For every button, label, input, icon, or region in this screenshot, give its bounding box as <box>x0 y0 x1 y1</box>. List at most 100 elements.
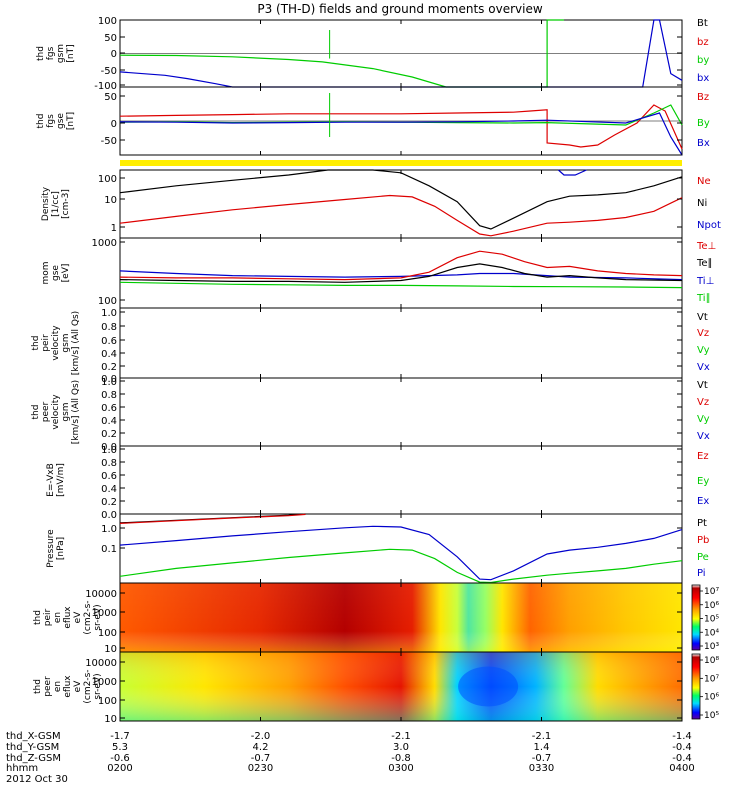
panel-8: 1.0 0.1 Pressure [nPa] Pt Pb Pe Pi <box>46 513 709 584</box>
colorbar <box>691 584 701 651</box>
legend-by: by <box>697 55 709 66</box>
data-gap-band <box>120 160 682 166</box>
ylabel: thd <box>33 679 43 694</box>
ephemeris-value: 0230 <box>248 763 273 774</box>
ylabel: peer <box>43 676 53 697</box>
ephemeris-value: 0330 <box>529 763 554 774</box>
ytick-label: 10 <box>104 644 117 655</box>
ytick-label: 0.0 <box>101 442 117 453</box>
panel-3: 100 10 1 Density [1/cc] [cm-3] Ne Ni Npot <box>41 169 721 239</box>
colorbar-tick-label: 10⁸ <box>704 656 719 666</box>
ylabel: [1/cc] <box>51 191 61 217</box>
ylabel: gsm <box>56 44 66 63</box>
ytick-label: 0.0 <box>101 510 117 521</box>
ytick-label: 10000 <box>85 658 117 669</box>
colorbar-tick-label: 10⁴ <box>704 628 719 638</box>
ephemeris-value: -0.7 <box>251 753 271 764</box>
legend-Bz: Bz <box>697 92 709 103</box>
ytick-label: -100 <box>94 81 117 92</box>
ytick-label: 50 <box>104 92 117 103</box>
ylabel: gsm <box>61 333 71 352</box>
panel-7: 1.0 0.8 0.6 0.4 0.2 0.0 E=-VxB [mV/m] Ez Ey Ex <box>46 445 709 521</box>
panel-frame <box>119 513 683 584</box>
ylabel: [nT] <box>66 44 76 62</box>
ephemeris-value: 0400 <box>669 763 694 774</box>
ephemeris-value: -0.4 <box>672 753 692 764</box>
ylabel: thd <box>36 114 46 129</box>
series-Ti⊥ <box>119 270 683 281</box>
legend-Vz: Vz <box>697 328 709 339</box>
ytick-label: 10 <box>104 714 117 725</box>
ylabel: fgs <box>46 114 56 128</box>
ephemeris-value: -2.1 <box>391 731 411 742</box>
legend-Ex: Ex <box>697 496 709 507</box>
ytick-label: 1000 <box>92 238 117 249</box>
ylabel: [nT] <box>66 112 76 130</box>
ylabel: eflux <box>63 606 73 629</box>
legend-bz: bz <box>697 37 709 48</box>
series-Pe <box>119 548 683 584</box>
ytick-label: 0.0 <box>101 374 117 385</box>
ytick-label: 0.6 <box>101 403 117 414</box>
legend-Vt: Vt <box>697 380 708 391</box>
series-Ne <box>119 194 683 237</box>
ytick-label: 10 <box>104 195 117 206</box>
legend-Vy: Vy <box>697 345 710 356</box>
ytick-label: 0.8 <box>101 390 117 401</box>
legend-Ti⊥: Ti⊥ <box>696 276 714 287</box>
series-by <box>119 19 564 88</box>
ylabel: thd <box>36 46 46 61</box>
legend-Ni: Ni <box>697 198 707 209</box>
ylabel: en <box>53 612 63 623</box>
legend-By: By <box>697 118 710 129</box>
ylabel: fgs <box>46 46 56 60</box>
legend-Ti∥: Ti∥ <box>696 293 711 304</box>
legend-Te∥: Te∥ <box>696 258 713 269</box>
panel-frame <box>119 377 683 447</box>
legend-Pt: Pt <box>697 518 707 529</box>
ephemeris-row-label: thd_X-GSM <box>6 731 61 742</box>
ytick-label: 50 <box>104 33 117 44</box>
ylabel: thd <box>31 336 41 351</box>
ylabel: [nPa] <box>56 537 66 560</box>
legend-Ne: Ne <box>697 176 711 187</box>
ylabel: velocity <box>51 325 61 361</box>
panel-6: 1.0 0.8 0.6 0.4 0.2 0.0 thd peer velocity gsm [km/… <box>31 377 710 453</box>
legend-Pe: Pe <box>697 552 709 563</box>
ytick-label: 0.4 <box>101 484 117 495</box>
ylabel: E=-VxB <box>46 463 56 497</box>
ephemeris-value: 0200 <box>107 763 132 774</box>
ytick-label: 100 <box>98 628 117 639</box>
ytick-label: -50 <box>101 136 117 147</box>
legend-Bx: Bx <box>697 138 710 149</box>
panel-10: 10⁸ 10⁷ 10⁶ 10⁵ 10000 1000 100 10 thd peer en eflux… <box>33 651 719 725</box>
series-Ni <box>119 169 683 230</box>
ylabel: thd <box>33 610 43 625</box>
ylabel: (cm2-s- <box>83 600 93 634</box>
panel-2: 50 0 -50 thd fgs gse [nT] Bz By Bx <box>36 86 710 156</box>
ytick-label: 1000 <box>92 608 117 619</box>
ylabel: sr-eV) <box>93 673 103 699</box>
colorbar-tick-label: 10⁵ <box>704 615 719 625</box>
colorbar-tick-label: 10⁷ <box>704 587 719 597</box>
ephemeris-value: 1.4 <box>534 742 550 753</box>
colorbar <box>691 653 701 720</box>
ylabel: gsm <box>61 402 71 421</box>
ephemeris-value: -2.1 <box>532 731 552 742</box>
panel-9: 10⁷ 10⁶ 10⁵ 10⁴ 10³ 10000 1000 100 10 thd peir en ef… <box>33 582 719 655</box>
ylabel: peir <box>41 334 51 352</box>
ylabel: velocity <box>51 394 61 430</box>
panel-frame <box>119 237 683 309</box>
ylabel: en <box>53 681 63 692</box>
ytick-label: 0.6 <box>101 471 117 482</box>
ylabel: [mV/m] <box>56 463 66 497</box>
ylabel: peer <box>41 401 51 422</box>
ylabel: sr-eV) <box>93 604 103 630</box>
ylabel: gse <box>51 265 61 281</box>
ephemeris-value: -0.4 <box>672 742 692 753</box>
ylabel: [eV] <box>61 264 71 283</box>
ytick-label: 0.1 <box>101 544 117 555</box>
colorbar-tick-label: 10⁷ <box>704 674 719 684</box>
series-Te∥ <box>119 263 683 283</box>
